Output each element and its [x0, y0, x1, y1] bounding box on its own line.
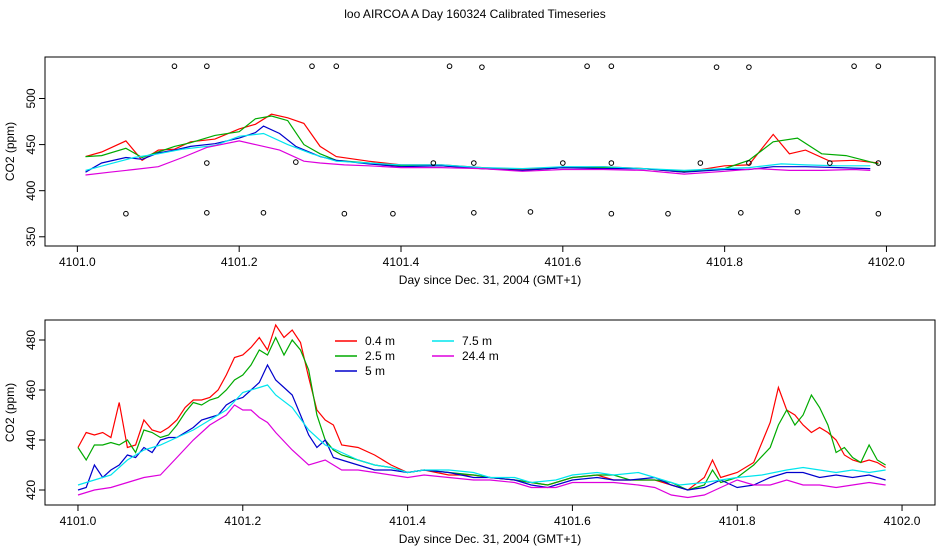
- upper-marker-point: [446, 63, 453, 70]
- lower-series-5-m-line: [77, 363, 886, 491]
- lower-x-tick-label: 4102.0: [884, 514, 921, 528]
- upper-x-tick-label: 4101.4: [383, 255, 420, 269]
- upper-marker-point: [875, 210, 882, 217]
- upper-series-7-5-m-line: [85, 132, 871, 172]
- upper-x-tick-label: 4102.0: [868, 255, 905, 269]
- lower-y-tick-label: 420: [24, 480, 38, 500]
- upper-marker-point: [123, 210, 129, 217]
- upper-marker-point: [527, 209, 534, 215]
- lower-y-tick-label: 440: [24, 430, 38, 450]
- upper-marker-point: [333, 63, 340, 70]
- lower-x-axis-label: Day since Dec. 31, 2004 (GMT+1): [399, 532, 581, 546]
- upper-marker-point: [608, 160, 615, 166]
- lower-y-axis-label: CO2 (ppm): [3, 383, 17, 442]
- legend-label: 0.4 m: [365, 334, 395, 348]
- lower-x-tick-label: 4101.2: [224, 514, 261, 528]
- upper-marker-point: [390, 210, 396, 217]
- legend-label: 24.4 m: [462, 349, 499, 363]
- lower-panel: 4101.0 4101.2 4101.4 4101.6 4101.8 4102.0 420 4…: [3, 319, 936, 546]
- upper-x-tick-label: 4101.6: [544, 255, 581, 269]
- lower-x-tick-label: 4101.6: [554, 514, 591, 528]
- upper-series-0-4-m-line: [85, 113, 879, 173]
- lower-x-tick-label: 4101.8: [719, 514, 756, 528]
- upper-marker-point: [584, 63, 590, 70]
- legend-label: 5 m: [365, 364, 385, 378]
- upper-marker-point: [560, 160, 566, 166]
- upper-marker-point: [713, 64, 720, 70]
- lower-x-tick-label: 4101.4: [389, 514, 426, 528]
- lower-series-0-4-m-line: [77, 323, 886, 491]
- upper-x-tick-label: 4101.0: [59, 255, 96, 269]
- lower-plot-frame: [44, 319, 936, 506]
- upper-marker-point: [341, 210, 348, 217]
- upper-y-tick-label: 350: [24, 226, 38, 246]
- lower-series-7-5-m-line: [77, 384, 886, 486]
- upper-marker-point: [827, 160, 833, 166]
- upper-y-tick-label: 400: [24, 180, 38, 200]
- upper-y-axis-label: CO2 (ppm): [3, 122, 17, 181]
- upper-marker-point: [260, 210, 267, 216]
- upper-y-tick-label: 500: [24, 88, 38, 108]
- upper-marker-point: [204, 160, 210, 166]
- upper-series-24-4-m-line: [85, 140, 871, 176]
- upper-marker-point: [608, 63, 615, 70]
- upper-marker-point: [293, 159, 299, 165]
- upper-marker-point: [204, 63, 210, 70]
- upper-marker-point: [309, 63, 315, 70]
- upper-marker-point: [738, 210, 744, 216]
- legend-label: 7.5 m: [462, 334, 492, 348]
- upper-marker-point: [608, 210, 615, 217]
- upper-panel: 4101.0 4101.2 4101.4 4101.6 4101.8 4102.0 350 4…: [3, 56, 936, 287]
- chart-title: loo AIRCOA A Day 160324 Calibrated Times…: [344, 7, 606, 21]
- upper-marker-point: [794, 209, 801, 215]
- upper-marker-point: [430, 160, 437, 166]
- upper-plot-frame: [44, 56, 936, 247]
- upper-marker-point: [665, 210, 671, 217]
- upper-marker-point: [479, 64, 485, 70]
- upper-marker-point: [171, 63, 178, 70]
- upper-marker-point: [746, 64, 752, 70]
- upper-marker-point: [697, 160, 704, 166]
- upper-y-tick-label: 450: [24, 134, 38, 154]
- lower-series-24-4-m-line: [77, 404, 886, 499]
- upper-marker-point: [875, 63, 882, 70]
- upper-marker-point: [204, 210, 210, 216]
- legend-label: 2.5 m: [365, 349, 395, 363]
- upper-marker-point: [851, 63, 857, 70]
- upper-marker-point: [471, 210, 477, 216]
- lower-x-tick-label: 4101.0: [60, 514, 97, 528]
- lower-y-tick-label: 460: [24, 380, 38, 400]
- upper-marker-point: [875, 160, 882, 166]
- upper-x-axis-label: Day since Dec. 31, 2004 (GMT+1): [399, 273, 581, 287]
- lower-y-tick-label: 480: [24, 330, 38, 350]
- upper-x-tick-label: 4101.2: [221, 255, 258, 269]
- upper-marker-point: [746, 160, 752, 166]
- lower-legend: 0.4 m2.5 m5 m 7.5 m24.4 m: [335, 334, 499, 378]
- upper-x-tick-label: 4101.8: [706, 255, 743, 269]
- upper-marker-point: [471, 160, 477, 166]
